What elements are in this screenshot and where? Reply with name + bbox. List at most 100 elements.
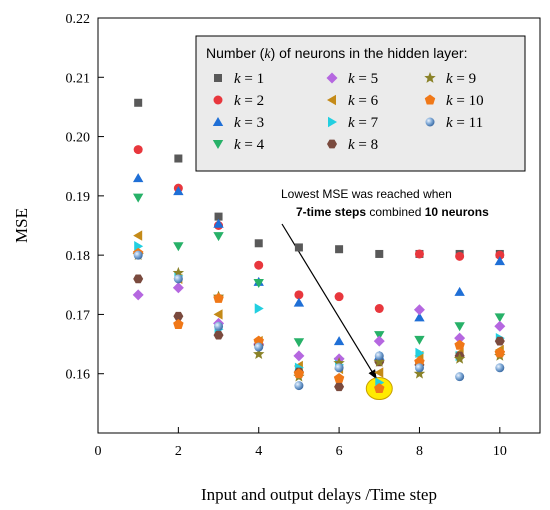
data-point: [454, 322, 465, 332]
data-point: [293, 350, 305, 362]
legend-item-k-2: k = 2: [213, 93, 264, 109]
legend-marker: [327, 139, 337, 149]
legend-marker: [212, 140, 224, 149]
data-point: [173, 319, 184, 329]
y-tick-label: 0.17: [66, 308, 91, 323]
data-point: [293, 338, 305, 348]
x-tick-label: 8: [416, 444, 423, 459]
legend-item-k-11: k = 11: [425, 115, 483, 131]
legend-label: k = 9: [446, 71, 476, 87]
data-point: [333, 336, 345, 346]
data-point: [374, 367, 384, 378]
data-point: [374, 351, 384, 361]
legend: Number (k) of neurons in the hidden laye…: [195, 35, 526, 172]
series-k-11: [133, 250, 505, 391]
legend-item-k-9: k = 9: [424, 71, 476, 87]
x-tick-label: 10: [493, 444, 507, 459]
x-tick-label: 2: [175, 444, 182, 459]
legend-label: k = 8: [348, 137, 378, 153]
data-point: [373, 335, 385, 347]
y-tick-label: 0.16: [66, 368, 91, 383]
legend-marker: [424, 94, 436, 105]
plot-area: [97, 17, 541, 434]
data-point: [174, 154, 183, 163]
data-point: [172, 282, 184, 294]
data-point: [414, 363, 424, 373]
data-point: [133, 250, 143, 260]
data-point: [294, 290, 304, 300]
series-k-4: [132, 193, 506, 367]
y-tick-label: 0.22: [66, 12, 91, 27]
legend-item-k-3: k = 3: [212, 115, 264, 131]
legend-marker: [213, 95, 223, 105]
data-point: [374, 304, 384, 313]
data-point: [293, 297, 305, 307]
data-point: [173, 242, 184, 252]
data-point: [335, 245, 344, 254]
x-tick-label: 0: [95, 444, 102, 459]
axis-ticks: 0 2 4 6 8 10 0.16 0.17 0.18 0.19 0.20 0.21 0.22: [66, 12, 507, 459]
legend-items: k = 1 k = 2 k = 3 k = 4 k = 5 k = 6 k = 7 k = 8…: [212, 71, 484, 153]
data-point: [173, 274, 183, 284]
data-point: [373, 355, 385, 367]
data-point: [454, 339, 465, 350]
data-point: [213, 292, 224, 303]
data-point: [494, 336, 505, 346]
series-k-9: [132, 249, 506, 382]
data-point: [254, 342, 264, 352]
data-point: [173, 186, 184, 196]
y-tick-label: 0.21: [66, 71, 91, 86]
y-tick-label: 0.18: [66, 249, 91, 264]
series-k-10: [132, 247, 506, 393]
data-point: [214, 321, 224, 331]
data-point: [254, 303, 264, 314]
data-point: [253, 348, 265, 359]
series-k-3: [132, 173, 506, 360]
legend-marker: [328, 116, 337, 128]
data-point: [253, 279, 264, 289]
data-point: [453, 352, 466, 364]
data-point: [494, 256, 506, 266]
legend-label: k = 6: [348, 93, 379, 109]
data-point: [454, 286, 465, 296]
series-k-8: [133, 274, 505, 392]
series-k-5: [132, 282, 506, 365]
legend-marker: [425, 117, 435, 127]
data-point: [172, 266, 185, 278]
legend-marker: [326, 72, 338, 84]
data-point: [415, 347, 425, 359]
data-point: [294, 243, 303, 252]
data-point: [253, 335, 264, 346]
annotation: Lowest MSE was reached when 7-time steps …: [281, 187, 489, 401]
data-point: [333, 372, 345, 383]
data-point: [134, 98, 143, 107]
x-tick-label: 6: [336, 444, 343, 459]
y-tick-label: 0.20: [66, 131, 91, 146]
data-point: [413, 367, 426, 379]
data-point: [334, 382, 345, 392]
data-point: [414, 249, 424, 259]
legend-marker: [424, 72, 436, 83]
data-point: [414, 335, 425, 345]
data-point: [213, 232, 224, 242]
data-point: [254, 239, 263, 248]
legend-title: Number (k) of neurons in the hidden laye…: [206, 45, 467, 62]
data-point: [494, 313, 506, 323]
legend-label: k = 11: [446, 115, 483, 131]
data-points: [132, 98, 506, 393]
legend-marker: [214, 74, 222, 82]
data-point: [134, 241, 144, 252]
legend-label: k = 10: [446, 93, 484, 109]
legend-item-k-10: k = 10: [424, 93, 484, 109]
legend-marker: [327, 94, 336, 106]
y-tick-label: 0.19: [66, 190, 91, 205]
data-point: [333, 357, 345, 368]
legend-item-k-8: k = 8: [327, 137, 378, 153]
data-point: [133, 230, 143, 241]
data-point: [334, 363, 344, 373]
legend-item-k-6: k = 6: [327, 93, 379, 109]
legend-item-k-1: k = 1: [214, 71, 264, 87]
data-point: [455, 372, 465, 382]
legend-label: k = 2: [234, 93, 264, 109]
